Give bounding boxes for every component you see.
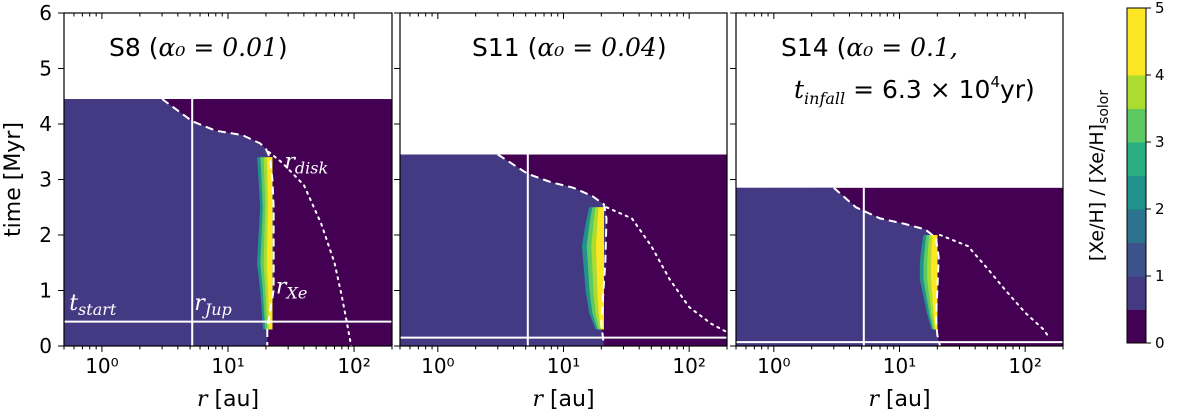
x-tick-label: 10⁰ [85,354,118,378]
annotation-disk: rdisk [284,149,328,177]
region-inner [736,187,940,346]
colorbar-level [1127,209,1146,243]
y-tick-label: 0 [39,334,52,358]
colorbar-level [1127,142,1146,176]
colorbar-tick-label: 4 [1155,66,1165,84]
colorbar-tick-label: 1 [1155,267,1165,285]
r-xe-dashed-curve [497,153,608,346]
xe-band-layer [266,157,273,330]
x-tick-label: 10¹ [547,354,580,378]
r-disk-dotted-curve [939,234,1049,336]
colorbar-tick-label: 2 [1155,200,1165,218]
y-axis-label: time [Myr] [1,122,26,237]
x-tick-label: 10² [1008,354,1041,378]
x-tick-label: 10¹ [883,354,916,378]
y-tick-label: 2 [39,223,52,247]
x-axis: 10⁰ 10¹ 10² [63,13,393,378]
colorbar: 0 1 2 3 4 5 [Xe/H] / [Xe/H]solor [1086,0,1165,352]
panel-title: S8 (α₀ = 0.01) [109,33,288,62]
y-tick-label: 4 [39,112,52,136]
x-axis: 10⁰ 10¹ 10² [399,13,728,378]
y-axis: 0 1 2 3 4 5 6 [39,1,64,358]
x-tick-label: 10² [672,354,705,378]
colorbar-tick-label: 0 [1155,334,1165,352]
x-axis-label: r [au] [532,387,594,412]
x-tick-label: 10⁰ [757,354,790,378]
x-axis-label: r [au] [868,387,930,412]
r-disk-dotted-curve [267,150,353,346]
panel-right: 10⁰ 10¹ 10² r [au] S14 (α₀ = 0.1, tinfall = 6… [730,12,1064,412]
annotation-Xe: rXe [276,274,307,302]
plot-area [736,13,1063,346]
panel-title: S11 (α₀ = 0.04) [472,33,667,62]
colorbar-level [1127,108,1146,143]
x-tick-label: 10¹ [211,354,244,378]
colorbar-tick-label: 5 [1155,0,1165,17]
y-axis [730,12,736,347]
region-inner [400,154,607,346]
region-inner [64,99,274,346]
y-tick-label: 1 [39,279,52,303]
colorbar-frame [1126,7,1147,344]
y-tick-label: 5 [39,57,52,81]
y-tick-label: 6 [39,1,52,25]
colorbar-label: [Xe/H] / [Xe/H]solor [1086,90,1112,262]
r-disk-dotted-curve [605,206,727,334]
annotation-Jup: rJup [194,291,232,319]
x-axis: 10⁰ 10¹ 10² [735,13,1064,378]
colorbar-level [1127,8,1146,42]
panel-title: S14 (α₀ = 0.1, [781,33,958,62]
colorbar-tick-label: 3 [1155,133,1165,151]
colorbar-level [1127,175,1146,210]
colorbar-level [1127,309,1146,344]
plot-area [64,13,392,346]
annotation-start: tstart [69,291,117,319]
x-tick-label: 10⁰ [421,354,454,378]
x-axis-label: r [au] [197,387,259,412]
colorbar-level [1127,242,1146,277]
colorbar-level [1127,41,1146,76]
y-tick-label: 3 [39,168,52,192]
panel-middle: 10⁰ 10¹ 10² r [au] S11 (α₀ = 0.04) [394,12,728,412]
x-tick-label: 10² [337,354,370,378]
r-xe-dashed-curve [833,187,941,346]
colorbar-level [1127,276,1146,310]
plot-area [400,13,727,346]
xe-band [257,157,273,330]
panel-left: 10⁰ 10¹ 10² r [au] 0 1 2 3 4 5 6 time [Myr] S8 (α₀ =… [1,1,393,412]
panel-title-line2: tinfall = 6.3 × 104yr) [794,73,1035,108]
y-axis [394,12,400,347]
colorbar-level [1127,75,1146,109]
